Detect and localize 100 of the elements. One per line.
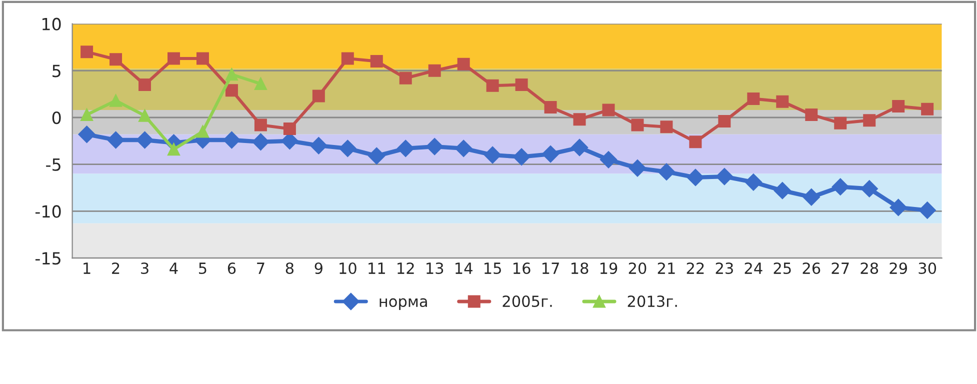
x-tick-label: 17 <box>542 262 559 274</box>
point <box>484 146 502 164</box>
point <box>80 108 94 121</box>
y-tick-label: 5 <box>52 64 60 78</box>
point <box>802 188 820 206</box>
y-tick-label: 0 <box>52 111 61 124</box>
x-tick-label: 4 <box>170 262 178 274</box>
point <box>744 174 762 191</box>
x-tick-label: 25 <box>774 262 791 274</box>
point <box>196 52 209 65</box>
point <box>486 79 499 92</box>
point <box>921 102 934 116</box>
point <box>686 168 704 186</box>
y-tick-label: -5 <box>46 158 60 171</box>
point <box>832 178 849 196</box>
x-tick-label: 12 <box>398 262 414 274</box>
x-tick-label: 13 <box>426 262 444 274</box>
point <box>107 131 124 149</box>
x-tick-label: 6 <box>228 262 236 274</box>
x-tick-label: 28 <box>860 262 878 274</box>
point <box>225 84 238 97</box>
point <box>78 126 96 143</box>
point <box>225 68 238 81</box>
point <box>283 122 296 135</box>
x-tick-label: 14 <box>456 262 472 274</box>
point <box>660 120 673 134</box>
point <box>718 115 731 128</box>
point <box>428 64 441 77</box>
point <box>805 108 818 121</box>
legend-label: норма <box>380 298 427 310</box>
point <box>310 137 328 154</box>
point <box>167 143 180 156</box>
y-tick-label: 10 <box>42 18 61 30</box>
x-tick-label: 7 <box>257 262 264 274</box>
point <box>689 136 702 148</box>
point <box>136 131 154 149</box>
point <box>167 52 180 65</box>
point <box>196 125 209 138</box>
x-tick-label: 11 <box>368 262 385 274</box>
x-tick-label: 22 <box>686 262 704 274</box>
x-tick-label: 16 <box>514 262 530 274</box>
point <box>455 140 472 157</box>
point <box>457 58 470 70</box>
point <box>716 168 733 186</box>
point <box>513 148 530 166</box>
point <box>426 138 444 156</box>
point <box>776 95 789 108</box>
point <box>252 133 270 150</box>
point <box>600 151 618 168</box>
x-tick-label: 27 <box>832 262 849 274</box>
point <box>890 198 907 216</box>
x-tick-label: 24 <box>744 262 762 274</box>
x-tick-label: 9 <box>314 262 322 274</box>
point <box>110 53 122 66</box>
x-tick-label: 20 <box>628 262 646 274</box>
point <box>602 104 615 116</box>
point <box>254 118 267 132</box>
x-tick-label: 30 <box>918 262 936 274</box>
point <box>370 55 383 68</box>
x-tick-label: 1 <box>84 262 90 274</box>
point <box>368 147 386 164</box>
point <box>339 140 356 157</box>
x-tick-label: 2 <box>112 262 120 274</box>
point <box>223 131 240 149</box>
point <box>312 90 325 102</box>
x-tick-label: 5 <box>199 262 206 274</box>
point <box>860 180 878 198</box>
x-tick-label: 29 <box>890 262 907 274</box>
x-tick-label: 15 <box>484 262 501 274</box>
point <box>631 118 644 132</box>
point <box>658 163 676 180</box>
point <box>544 100 557 114</box>
y-tick-label: -10 <box>35 205 61 218</box>
point <box>863 114 876 127</box>
x-tick-label: 21 <box>658 262 675 274</box>
point <box>628 160 646 177</box>
x-tick-label: 18 <box>571 262 588 274</box>
point <box>397 140 414 157</box>
legend-label: 2005г. <box>502 295 552 308</box>
x-tick-label: 26 <box>802 262 820 274</box>
point <box>542 145 560 163</box>
point <box>110 94 122 107</box>
point <box>570 138 588 156</box>
x-tick-label: 8 <box>286 262 294 274</box>
point <box>254 78 267 90</box>
point <box>918 202 936 219</box>
y-tick-label: -15 <box>35 252 60 265</box>
point <box>138 78 152 91</box>
x-tick-label: 10 <box>340 262 356 274</box>
point <box>834 116 847 130</box>
point <box>515 78 528 91</box>
point <box>399 72 412 84</box>
point <box>774 182 791 200</box>
point <box>747 92 760 106</box>
x-tick-label: 23 <box>716 262 733 274</box>
point <box>341 52 354 65</box>
legend-label: 2013г. <box>628 295 677 308</box>
point <box>892 100 905 113</box>
point <box>138 109 152 122</box>
point <box>573 113 586 126</box>
